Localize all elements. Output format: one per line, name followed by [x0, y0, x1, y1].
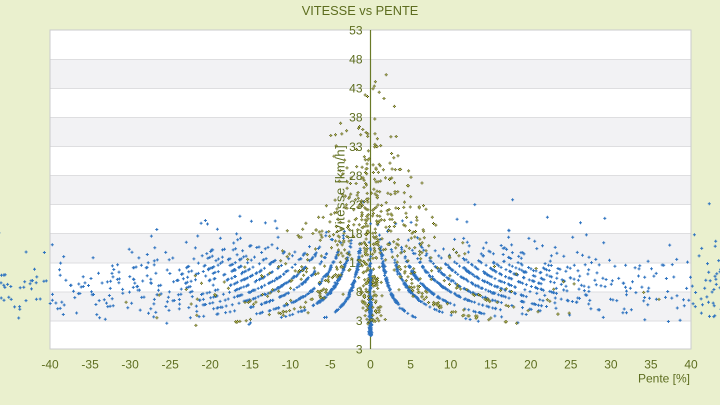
svg-text:-15: -15 [242, 358, 260, 372]
svg-text:3: 3 [356, 314, 363, 328]
svg-text:-30: -30 [121, 358, 139, 372]
svg-text:Vitesse [km/h]: Vitesse [km/h] [333, 145, 348, 233]
svg-text:38: 38 [349, 111, 363, 125]
svg-text:8: 8 [356, 285, 363, 299]
svg-text:Pente [%]: Pente [%] [638, 372, 690, 386]
svg-text:40: 40 [684, 358, 698, 372]
svg-text:43: 43 [349, 82, 363, 96]
svg-text:15: 15 [484, 358, 498, 372]
svg-text:33: 33 [349, 140, 363, 154]
svg-text:18: 18 [349, 227, 363, 241]
svg-text:5: 5 [407, 358, 414, 372]
svg-text:-25: -25 [162, 358, 180, 372]
svg-text:VITESSE vs PENTE: VITESSE vs PENTE [302, 3, 419, 18]
svg-text:30: 30 [604, 358, 618, 372]
svg-text:-40: -40 [41, 358, 59, 372]
svg-text:-20: -20 [202, 358, 220, 372]
svg-text:-10: -10 [282, 358, 300, 372]
svg-text:48: 48 [349, 53, 363, 67]
svg-text:53: 53 [349, 24, 363, 38]
svg-text:0: 0 [367, 358, 374, 372]
svg-text:23: 23 [349, 198, 363, 212]
svg-text:25: 25 [564, 358, 578, 372]
svg-text:-35: -35 [81, 358, 99, 372]
svg-text:28: 28 [349, 169, 363, 183]
svg-text:20: 20 [524, 358, 538, 372]
svg-text:10: 10 [444, 358, 458, 372]
svg-text:35: 35 [644, 358, 658, 372]
svg-text:3: 3 [356, 343, 363, 357]
svg-text:13: 13 [349, 256, 363, 270]
svg-text:-5: -5 [325, 358, 336, 372]
